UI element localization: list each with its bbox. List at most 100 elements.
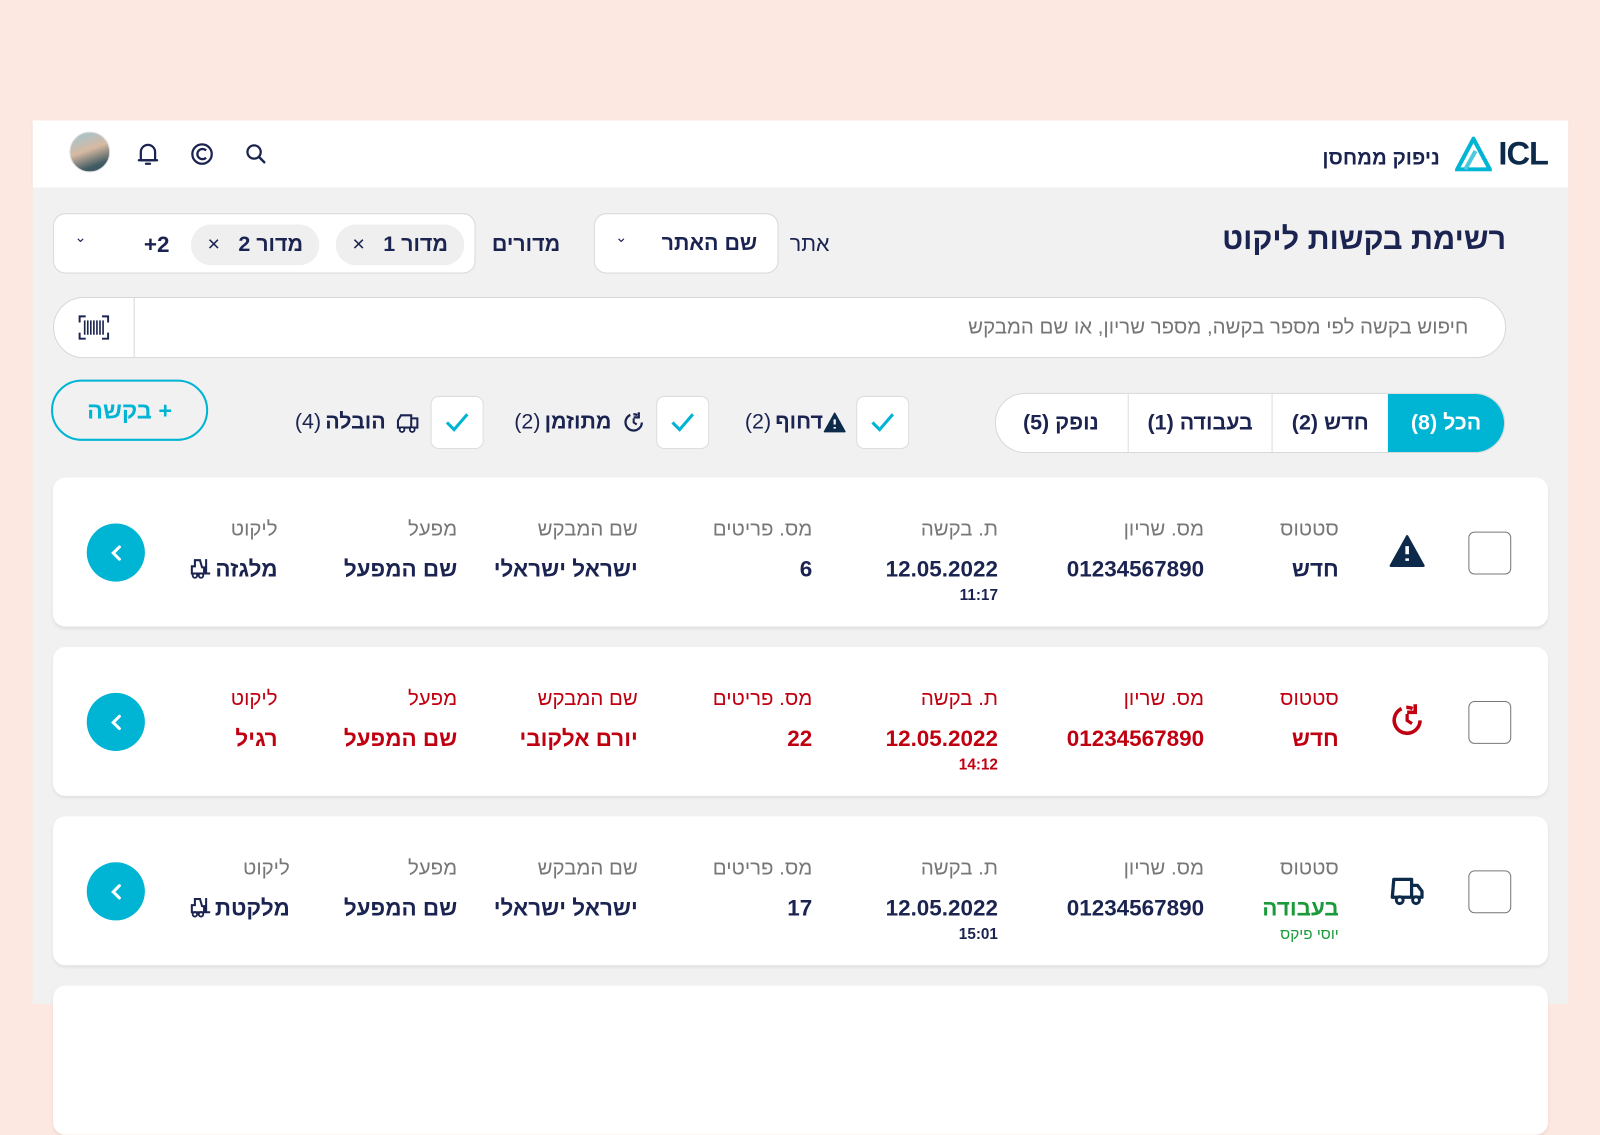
open-row-button[interactable] xyxy=(86,523,145,582)
date: 12.05.2022 xyxy=(885,725,998,752)
time: 14:12 xyxy=(958,756,998,774)
chevron-left-icon xyxy=(110,883,121,899)
tab-in-progress[interactable]: בעבודה (1) xyxy=(1127,393,1272,453)
header-requester: שם המבקש xyxy=(537,687,638,711)
tab-new[interactable]: חדש (2) xyxy=(1271,393,1387,453)
regions-multiselect[interactable]: מדור 1 × מדור 2 × +2 ⌄ xyxy=(53,213,476,274)
header-date: ת. בקשה xyxy=(920,518,998,541)
scheduled-checkbox[interactable] xyxy=(656,395,710,449)
picking: רגיל xyxy=(235,725,278,752)
tab-issued[interactable]: נופק (5) xyxy=(1022,410,1099,435)
header-items: מס. פריטים xyxy=(712,687,813,711)
row-checkbox[interactable] xyxy=(1468,870,1512,914)
filter-urgent: דחוף (2) xyxy=(744,395,909,449)
truck-icon xyxy=(396,414,419,433)
factory: שם המפעל xyxy=(343,725,458,752)
regions-more-count: +2 xyxy=(143,231,170,258)
factory: שם המפעל xyxy=(343,894,458,921)
serial: 01234567890 xyxy=(1066,556,1205,582)
chip-remove-icon[interactable]: × xyxy=(352,232,365,257)
chip-label: מדור 1 xyxy=(383,232,448,257)
chip-remove-icon[interactable]: × xyxy=(207,232,220,257)
requester: ישראל ישראלי xyxy=(493,894,638,921)
picking: מלגזה xyxy=(215,556,278,582)
header-status: סטטוס xyxy=(1280,857,1339,880)
filter-count: (2) xyxy=(514,410,541,434)
forklift-icon xyxy=(190,897,210,918)
col-items: מס. פריטים 22 xyxy=(713,688,812,752)
filter-label: הובלה xyxy=(325,410,386,434)
delivery-checkbox[interactable] xyxy=(430,395,484,449)
col-items: מס. פריטים 6 xyxy=(713,518,812,582)
col-status: סטטוס חדש xyxy=(1280,518,1339,582)
main-content: רשימת בקשות ליקוט אתר שם האתר ⌄ מדורים מ… xyxy=(32,187,1569,1135)
header-date: ת. בקשה xyxy=(920,687,998,711)
filter-count: (4) xyxy=(294,410,322,434)
logo-triangle-icon xyxy=(1455,136,1493,171)
open-row-button[interactable] xyxy=(86,692,145,752)
copyright-icon[interactable] xyxy=(189,141,216,168)
header-serial: מס. שריון xyxy=(1123,687,1205,711)
header-serial: מס. שריון xyxy=(1123,518,1205,541)
header-date: ת. בקשה xyxy=(920,857,998,880)
app-title: ניפוק ממחסן xyxy=(1322,146,1440,170)
row-type-icon xyxy=(1387,531,1428,572)
filter-scheduled: מתוזמן (2) xyxy=(514,395,710,449)
chevron-down-icon[interactable]: ⌄ xyxy=(74,228,87,245)
check-icon xyxy=(671,413,695,432)
user-avatar[interactable] xyxy=(69,131,111,173)
filter-count: (2) xyxy=(744,410,772,434)
warning-icon xyxy=(823,412,846,433)
forklift-icon xyxy=(190,559,211,579)
requester: יורם אלקובי xyxy=(519,725,638,752)
header-picking: ליקוט xyxy=(230,687,278,711)
serial: 01234567890 xyxy=(1066,725,1205,752)
filter-delivery: הובלה (4) xyxy=(294,395,484,449)
col-factory: מפעל שם המפעל xyxy=(344,518,457,582)
factory: שם המפעל xyxy=(343,556,458,582)
header-picking: ליקוט xyxy=(230,518,278,541)
site-select-value: שם האתר xyxy=(661,231,758,256)
time: 15:01 xyxy=(958,925,998,943)
row-checkbox[interactable] xyxy=(1468,531,1512,575)
barcode-scan-icon[interactable] xyxy=(54,297,135,358)
warning-icon xyxy=(1389,535,1425,567)
search-input[interactable] xyxy=(133,297,1506,358)
header-factory: מפעל xyxy=(407,687,458,711)
region-chip: מדור 2 × xyxy=(191,224,320,266)
search-icon[interactable] xyxy=(243,141,270,168)
row-checkbox[interactable] xyxy=(1468,701,1512,744)
col-status: סטטוס חדש xyxy=(1280,688,1339,752)
site-select[interactable]: שם האתר ⌄ xyxy=(593,213,779,274)
request-row[interactable]: סטטוס חדש מס. שריון 01234567890 ת. בקשה 12.… xyxy=(53,646,1548,796)
col-status: סטטוס בעבודה יוסי פיקס xyxy=(1262,857,1339,943)
request-row[interactable]: סטטוס בעבודה יוסי פיקס מס. שריון 0123456789… xyxy=(53,816,1548,966)
header-picking: ליקוט xyxy=(243,857,290,880)
request-row[interactable] xyxy=(53,985,1548,1135)
date: 12.05.2022 xyxy=(885,894,998,921)
items: 6 xyxy=(799,556,813,582)
filter-label: דחוף xyxy=(775,410,823,434)
logo-text: ICL xyxy=(1498,134,1549,172)
add-request-button[interactable]: + בקשה xyxy=(51,379,209,441)
col-factory: מפעל שם המפעל xyxy=(344,857,457,921)
tab-all[interactable]: הכל (8) xyxy=(1387,393,1505,453)
row-type-icon xyxy=(1387,869,1428,910)
open-row-button[interactable] xyxy=(86,862,145,921)
col-serial: מס. שריון 01234567890 xyxy=(1067,518,1204,582)
filter-label: מתוזמן xyxy=(544,410,612,434)
header-factory: מפעל xyxy=(407,857,458,880)
region-chip: מדור 1 × xyxy=(336,224,465,266)
col-picking: ליקוט מלגזה xyxy=(189,518,278,582)
col-requester: שם המבקש ישראל ישראלי xyxy=(494,857,638,921)
scheduled-icon xyxy=(1392,704,1422,735)
requester: ישראל ישראלי xyxy=(493,556,638,582)
urgent-checkbox[interactable] xyxy=(855,395,909,449)
chevron-left-icon xyxy=(110,714,121,730)
time: 11:17 xyxy=(959,586,998,605)
site-label: אתר xyxy=(789,232,830,257)
bell-icon[interactable] xyxy=(135,141,162,168)
request-row[interactable]: סטטוס חדש מס. שריון 01234567890 ת. בקשה 12.… xyxy=(53,477,1548,627)
col-items: מס. פריטים 17 xyxy=(713,857,812,921)
header-status: סטטוס xyxy=(1280,687,1339,711)
